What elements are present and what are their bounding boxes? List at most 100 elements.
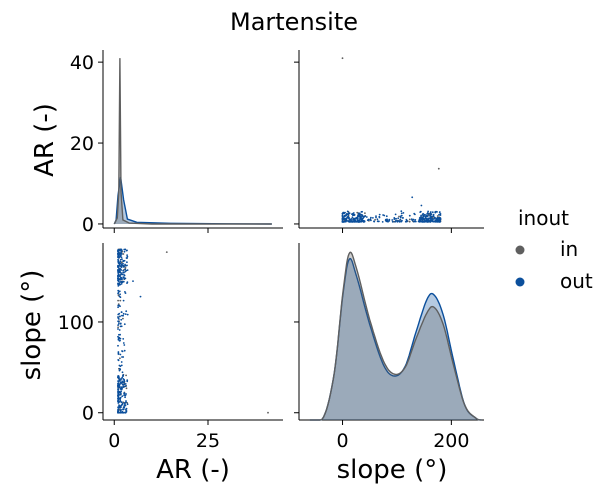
scatter-point-out [378,216,381,219]
scatter-point-out [126,261,128,264]
scatter-point-out [400,210,403,213]
scatter-point-out [373,220,375,223]
scatter-point-out [126,282,128,284]
scatter-point-out [119,396,122,399]
scatter-point-out [122,262,124,265]
scatter-point-out [408,214,411,217]
scatter-point-out [117,359,120,362]
scatter-point-out [123,402,126,404]
scatter-point-out [397,220,400,222]
scatter-point-out [126,379,129,381]
scatter-point-out [123,274,126,277]
scatter-point-in [119,357,121,360]
density-fill-in [309,252,482,420]
scatter-point-out [352,212,355,214]
scatter-point-out [117,390,119,393]
scatter-point-out [361,210,363,213]
scatter-point-out [344,218,347,221]
scatter-point-out [429,214,431,217]
scatter-outlier-in [437,167,440,170]
scatter-point-out [341,214,344,217]
y-tick-label: 40 [70,52,94,74]
scatter-point-out [346,216,349,218]
scatter-point-out [122,408,125,411]
scatter-point-out [426,213,428,215]
density-line-out [113,176,272,225]
scatter-outlier-out [139,295,142,298]
scatter-point-out [124,394,127,397]
scatter-outlier-in [267,411,269,414]
scatter-point-out [118,391,121,393]
scatter-point-out [119,278,122,281]
scatter-point-out [122,280,125,283]
scatter-point-out [124,385,127,388]
scatter-point-out [123,265,125,268]
scatter-point-out [123,271,125,274]
scatter-point-out [123,259,126,262]
scatter-point-out [120,265,122,268]
scatter-point-out [121,403,124,405]
scatter-point-out [124,411,127,414]
scatter-point-out [394,220,396,223]
scatter-point-out [117,254,120,257]
scatter-point-out [364,215,366,218]
scatter-point-out [120,392,122,395]
legend: inout in out [515,206,593,293]
scatter-point-out [118,318,120,320]
scatter-point-out [121,253,123,255]
scatter-point-out [405,218,408,221]
scatter-outlier-out [420,204,423,207]
scatter-point-out [343,220,346,223]
scatter-point-out [123,277,126,280]
scatter-point-out [121,350,123,352]
scatter-point-out [122,383,125,386]
scatter-point-out [425,218,428,221]
scatter-point-in [374,218,376,221]
scatter-point-out [117,384,119,387]
scatter-point-out [123,250,126,253]
scatter-point-out [118,322,120,325]
legend-label-out: out [560,269,593,293]
scatter-point-out [125,310,128,313]
scatter-point-out [358,212,361,215]
scatter-point-out [384,218,387,221]
panel-slope-vs-ar-scatter [294,50,484,233]
scatter-point-out [420,214,422,217]
scatter-point-out [395,217,397,220]
scatter-point-out [430,215,433,218]
scatter-point-in [125,374,127,377]
scatter-point-out [117,285,120,287]
scatter-point-out [117,380,120,383]
scatter-point-out [372,217,374,219]
scatter-point-out [357,212,360,215]
scatter-point-out [120,276,122,279]
scatter-point-out [381,221,384,223]
scatter-point-out [117,353,120,355]
scatter-point-out [117,397,119,400]
scatter-point-out [118,263,121,266]
scatter-outlier-out [122,406,125,409]
scatter-point-out [118,404,120,406]
scatter-point-out [341,218,344,220]
scatter-point-out [411,219,414,222]
scatter-point-out [118,364,121,367]
scatter-point-out [124,409,127,411]
scatter-point-out [421,218,424,221]
scatter-point-out [402,216,404,219]
scatter-point-out [434,219,437,222]
scatter-point-out [119,305,121,308]
scatter-point-out [117,324,119,326]
scatter-point-out [121,410,124,413]
density-fill-in [114,58,272,224]
y-tick-label: 100 [58,312,94,334]
scatter-point-out [120,256,123,259]
scatter-point-out [120,388,123,391]
density-line-in [309,251,482,421]
scatter-point-out [419,219,422,222]
density-fill-out [114,177,272,224]
scatter-point-out [343,217,346,220]
scatter-point-out [117,395,119,397]
scatter-point-out [118,312,121,315]
legend-marker-out [515,277,525,287]
scatter-point-out [423,220,425,223]
